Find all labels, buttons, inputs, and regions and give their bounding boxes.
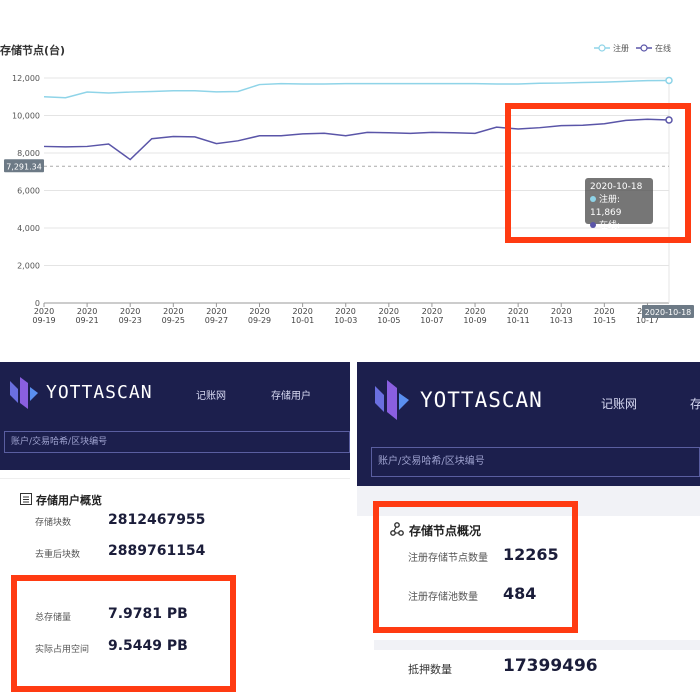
x-tick-label-year: 2020 <box>508 307 528 316</box>
x-tick-label-year: 2020 <box>34 307 54 316</box>
reference-line-badge <box>4 159 44 173</box>
y-tick-label: 6,000 <box>17 187 40 196</box>
left-row-value-3: 7.9781 PB <box>108 606 188 622</box>
right-row-value-1: 12265 <box>503 545 559 564</box>
left-nav-ledger[interactable]: 记账网 <box>196 391 226 402</box>
y-tick-label: 12,000 <box>12 74 40 83</box>
left-row-label-2: 去重后块数 <box>35 550 81 560</box>
left-row-label-3: 总存储量 <box>35 613 72 623</box>
x-tick-label-date: 09-21 <box>75 316 98 325</box>
x-tick-label-year: 2020 <box>594 307 614 316</box>
nodes-icon <box>390 522 404 536</box>
x-tick-label-date: 10-15 <box>593 316 616 325</box>
highlight-box-chart <box>505 103 691 243</box>
tooltip-row-registered: 注册: 11,869 <box>590 195 622 218</box>
left-row-label-1: 存储块数 <box>35 518 72 528</box>
x-tick-label-year: 2020 <box>379 307 399 316</box>
tooltip-online-name: 在线 <box>599 221 618 231</box>
tooltip-registered-name: 注册 <box>599 195 618 205</box>
x-tick-label-date: 10-11 <box>507 316 530 325</box>
yottascan-logo-icon <box>10 377 38 409</box>
x-tick-label-year: 2020 <box>163 307 183 316</box>
x-tick-label-year: 2020 <box>249 307 269 316</box>
x-tick-label-year: 2020 <box>77 307 97 316</box>
highlight-box-left <box>11 575 236 692</box>
online-dot-icon <box>590 222 596 228</box>
list-icon <box>20 493 32 505</box>
y-tick-label: 8,000 <box>17 149 40 158</box>
right-search-input[interactable]: 账户/交易哈希/区块编号 <box>371 447 700 477</box>
x-tick-label-year: 2020 <box>465 307 485 316</box>
left-logo-text[interactable]: YOTTASCAN <box>46 382 153 403</box>
y-tick-label: 4,000 <box>17 224 40 233</box>
x-cursor-label: 2020-10-18 <box>645 308 692 317</box>
y-tick-label: 2,000 <box>17 262 40 271</box>
x-tick-label-year: 2020 <box>292 307 312 316</box>
x-tick-label-date: 10-09 <box>463 316 486 325</box>
x-tick-label-year: 2020 <box>336 307 356 316</box>
x-tick-label-date: 09-25 <box>162 316 185 325</box>
x-tick-label-year: 2020 <box>551 307 571 316</box>
right-row-value-3: 17399496 <box>503 656 598 676</box>
legend-label-0: 注册 <box>613 43 629 53</box>
x-tick-label-date: 09-27 <box>205 316 228 325</box>
x-tick-label-date: 10-17 <box>636 316 659 325</box>
x-tick-label-year: 2020 <box>206 307 226 316</box>
x-tick-label-date: 09-29 <box>248 316 271 325</box>
y-tick-label: 10,000 <box>12 112 40 121</box>
x-tick-label-date: 10-03 <box>334 316 357 325</box>
reference-line-label: 7,291.34 <box>6 162 42 171</box>
tooltip-registered-value: 11,869 <box>590 208 622 218</box>
left-row-value-2: 2889761154 <box>108 543 206 559</box>
right-card-divider <box>374 640 700 650</box>
x-tick-label-year: 2020 <box>120 307 140 316</box>
right-row-label-1: 注册存储节点数量 <box>408 553 488 564</box>
x-tick-label-date: 10-13 <box>550 316 573 325</box>
x-tick-label-date: 09-19 <box>32 316 55 325</box>
legend-marker-1 <box>640 44 648 52</box>
x-tick-label-year: 2020 <box>422 307 442 316</box>
right-header <box>357 362 700 486</box>
x-cursor-badge <box>642 305 694 318</box>
registered-dot-icon <box>590 196 596 202</box>
chart-title: 存储节点(台) <box>0 44 66 57</box>
left-row-label-4: 实际占用空间 <box>35 645 90 655</box>
yottascan-logo-icon-right <box>375 380 409 420</box>
x-tick-label-date: 10-01 <box>291 316 314 325</box>
right-row-label-2: 注册存储池数量 <box>408 592 478 603</box>
left-row-value-4: 9.5449 PB <box>108 638 188 654</box>
legend-marker-0 <box>598 44 606 52</box>
left-search-input[interactable]: 账户/交易哈希/区块编号 <box>4 431 350 453</box>
x-tick-label-date: 10-07 <box>420 316 443 325</box>
legend-label-1: 在线 <box>655 43 671 53</box>
highlight-box-right <box>373 501 578 633</box>
right-nav-storage[interactable]: 存 <box>690 397 700 411</box>
x-tick-label-date: 09-23 <box>119 316 142 325</box>
y-tick-label: 0 <box>35 299 40 308</box>
series-line-1 <box>43 118 670 161</box>
right-nav-ledger[interactable]: 记账网 <box>601 397 638 411</box>
right-row-label-3: 抵押数量 <box>408 663 452 676</box>
storage-node-chart: 02,0004,0006,0008,00010,00012,000202009-… <box>4 43 694 325</box>
series-line-0 <box>43 79 670 99</box>
series-point-1 <box>665 116 673 124</box>
left-card <box>0 478 350 700</box>
left-header <box>0 362 350 470</box>
x-tick-label-date: 10-05 <box>377 316 400 325</box>
left-row-value-1: 2812467955 <box>108 512 206 528</box>
left-nav-storage-user[interactable]: 存储用户 <box>271 391 311 402</box>
right-logo-text[interactable]: YOTTASCAN <box>420 388 543 412</box>
left-card-title: 存储用户概览 <box>36 494 102 507</box>
right-card-title: 存储节点概况 <box>409 524 482 538</box>
right-row-value-2: 484 <box>503 584 537 603</box>
right-card <box>374 516 700 699</box>
series-point-0 <box>665 76 673 85</box>
tooltip-date: 2020-10-18 <box>590 182 643 192</box>
